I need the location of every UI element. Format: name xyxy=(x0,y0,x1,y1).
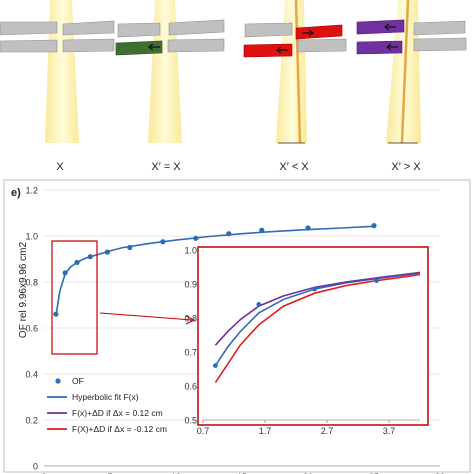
data-point xyxy=(226,231,232,237)
y-tick-label: 0.6 xyxy=(184,382,197,392)
data-point xyxy=(127,244,133,251)
y-tick-label: 0.7 xyxy=(184,348,197,358)
jaw-right-upper xyxy=(62,20,115,36)
inset-panel xyxy=(197,246,429,426)
x-tick-label: 30 xyxy=(435,472,445,474)
x-tick-label: 20 xyxy=(303,472,313,474)
y-tick-label: 1.0 xyxy=(184,246,197,256)
beam-edge xyxy=(294,0,302,144)
y-tick-label: 0.8 xyxy=(25,278,38,288)
x-tick-label: 25 xyxy=(369,472,379,474)
shift-arrow-icon xyxy=(302,29,314,37)
schematic-panel-4: X′ > X xyxy=(356,0,467,173)
data-point xyxy=(259,227,265,233)
panel-caption: X′ < X xyxy=(279,161,309,173)
jaw-right-lower xyxy=(297,38,347,53)
shift-arrow-icon xyxy=(276,46,288,54)
y-tick-label: 0.4 xyxy=(25,370,38,380)
x-tick-label: 15 xyxy=(237,472,247,474)
data-point xyxy=(193,235,199,241)
data-point xyxy=(62,270,68,276)
x-tick-label: 1.7 xyxy=(259,426,272,436)
y-tick-label: 0.2 xyxy=(25,416,38,426)
data-point xyxy=(305,225,311,231)
jaw-right-lower xyxy=(62,38,115,53)
shift-arrow-icon xyxy=(386,43,398,51)
panel-label: e) xyxy=(11,187,21,199)
legend-label: OF xyxy=(72,376,84,386)
legend-label: F(X)+ΔD if Δx = -0.12 cm xyxy=(72,424,167,434)
series-line xyxy=(214,271,421,346)
panel-caption: X xyxy=(56,161,64,173)
chart-frame xyxy=(3,179,471,473)
jaw-right-upper xyxy=(168,19,225,36)
jaw-left-upper xyxy=(117,22,161,38)
schematic-panel-3: X′ < X xyxy=(243,0,347,173)
legend-label: Hyperbolic fit F(x) xyxy=(72,392,139,402)
y-tick-label: 0.6 xyxy=(25,324,38,334)
beam-edge xyxy=(400,0,410,144)
jaw-left-upper xyxy=(244,22,293,38)
series-line xyxy=(55,225,375,317)
y-tick-label: 0 xyxy=(33,462,38,472)
data-point xyxy=(256,302,262,307)
x-tick-label: 3.7 xyxy=(383,426,396,436)
jaw-left-lower-shifted xyxy=(115,40,163,56)
inset-plot: 0.5 0.6 0.7 0.8 0.9 1.0 0.7 1.7 2.7 3.7 xyxy=(184,246,421,436)
legend-marker xyxy=(55,378,61,384)
panel-caption: X′ > X xyxy=(391,161,421,173)
x-tick-label: 5 xyxy=(107,472,112,474)
x-tick-label: 0.7 xyxy=(197,426,210,436)
shift-arrow-icon xyxy=(384,23,396,31)
zoom-arrow xyxy=(99,312,193,321)
data-point xyxy=(312,286,317,292)
x-tick-label: 0 xyxy=(41,472,46,474)
y-tick-label: 0.8 xyxy=(184,314,197,324)
y-tick-label: 0.5 xyxy=(184,416,197,426)
y-tick-label: 0.9 xyxy=(184,280,197,290)
beam-cone xyxy=(276,0,307,143)
jaw-left-upper-shifted xyxy=(356,19,405,35)
jaw-right-upper-shifted xyxy=(295,24,343,40)
beam-cone xyxy=(148,0,182,143)
schematic-row: X X′ = X X′ < X xyxy=(0,0,467,173)
shift-arrow-icon xyxy=(148,43,160,51)
series-line xyxy=(214,273,421,384)
schematic-panel-1: X xyxy=(0,0,115,173)
beam-cone xyxy=(45,0,79,143)
jaw-left-upper xyxy=(0,21,58,36)
data-point xyxy=(160,239,166,245)
data-point xyxy=(53,311,59,317)
y-axis-label: OF rel 9.96x9.96 cm2 xyxy=(18,241,29,338)
data-point xyxy=(374,278,379,283)
y-tick-label: 1.0 xyxy=(25,232,38,242)
jaw-left-lower xyxy=(0,39,58,53)
x-tick-label: 10 xyxy=(171,472,181,474)
legend: OF Hyperbolic fit F(x) F(x)+ΔD if Δx = 0.1… xyxy=(47,376,167,434)
data-point xyxy=(74,259,80,266)
schematic-panel-2: X′ = X xyxy=(115,0,225,173)
x-tick-label: 2.7 xyxy=(321,426,334,436)
panel-caption: X′ = X xyxy=(151,161,181,173)
beam-cone xyxy=(386,0,421,143)
data-point xyxy=(87,254,93,260)
y-tick-label: 1.2 xyxy=(25,186,38,196)
zoom-arrowhead-icon xyxy=(185,315,196,325)
jaw-right-lower xyxy=(167,38,225,53)
data-point xyxy=(104,249,110,255)
data-point xyxy=(213,363,218,368)
zoom-region-box xyxy=(51,240,98,355)
jaw-right-lower xyxy=(413,37,467,52)
jaw-right-upper xyxy=(413,20,466,36)
data-point xyxy=(371,223,377,229)
legend-label: F(x)+ΔD if Δx = 0.12 cm xyxy=(72,408,163,418)
